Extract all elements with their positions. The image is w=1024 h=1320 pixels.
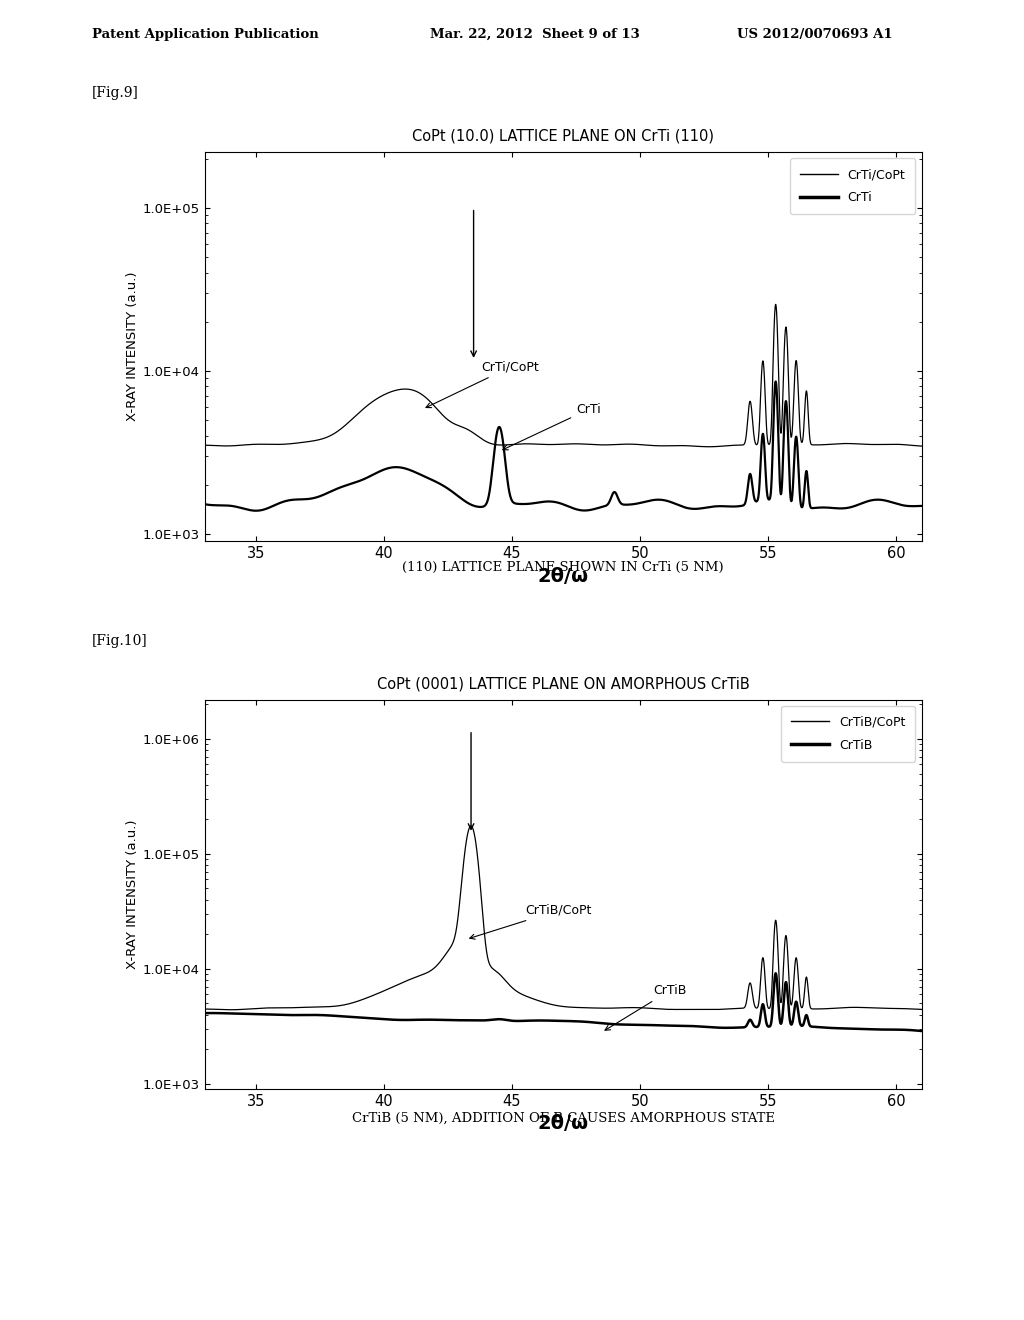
X-axis label: 2θ/ω: 2θ/ω [538, 566, 589, 586]
Y-axis label: X-RAY INTENSITY (a.u.): X-RAY INTENSITY (a.u.) [126, 272, 138, 421]
Text: [Fig.10]: [Fig.10] [92, 634, 147, 648]
Text: CrTiB (5 NM), ADDITION OF B CAUSES AMORPHOUS STATE: CrTiB (5 NM), ADDITION OF B CAUSES AMORP… [351, 1111, 775, 1125]
Text: Mar. 22, 2012  Sheet 9 of 13: Mar. 22, 2012 Sheet 9 of 13 [430, 28, 640, 41]
Title: CoPt (0001) LATTICE PLANE ON AMORPHOUS CrTiB: CoPt (0001) LATTICE PLANE ON AMORPHOUS C… [377, 676, 750, 692]
Y-axis label: X-RAY INTENSITY (a.u.): X-RAY INTENSITY (a.u.) [126, 820, 138, 969]
Text: [Fig.9]: [Fig.9] [92, 86, 139, 100]
Text: CrTi/CoPt: CrTi/CoPt [426, 360, 539, 408]
Text: CrTiB/CoPt: CrTiB/CoPt [470, 904, 591, 939]
Text: US 2012/0070693 A1: US 2012/0070693 A1 [737, 28, 893, 41]
Text: Patent Application Publication: Patent Application Publication [92, 28, 318, 41]
Legend: CrTiB/CoPt, CrTiB: CrTiB/CoPt, CrTiB [781, 706, 915, 762]
Text: CrTiB: CrTiB [605, 985, 686, 1030]
Legend: CrTi/CoPt, CrTi: CrTi/CoPt, CrTi [791, 158, 915, 214]
Text: CrTi: CrTi [503, 403, 601, 450]
X-axis label: 2θ/ω: 2θ/ω [538, 1114, 589, 1134]
Title: CoPt (10.0) LATTICE PLANE ON CrTi (110): CoPt (10.0) LATTICE PLANE ON CrTi (110) [413, 128, 714, 144]
Text: (110) LATTICE PLANE SHOWN IN CrTi (5 NM): (110) LATTICE PLANE SHOWN IN CrTi (5 NM) [402, 561, 724, 574]
